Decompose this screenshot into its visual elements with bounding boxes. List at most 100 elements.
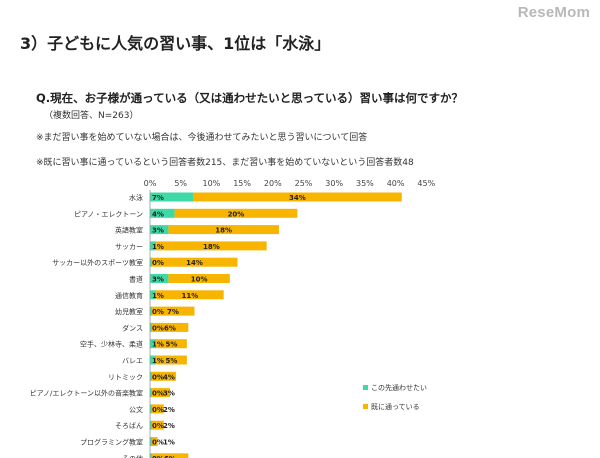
survey-question: Q.現在、お子様が通っている（又は通わせたいと思っている）習い事は何ですか？: [36, 91, 463, 105]
data-label-series2: 1%: [163, 439, 175, 447]
bar-segment-series2: [192, 192, 402, 202]
data-label-series2: 6%: [164, 455, 176, 458]
bar-segment-series2: [174, 208, 298, 218]
bar-segment-series2: [151, 420, 164, 430]
resemom-watermark: ReseMom: [517, 4, 590, 21]
bar-segment-series1: [150, 404, 152, 414]
note-not-started: ※まだ習い事を始めていない場合は、今後通わせてみたいと思う習いについて回答: [36, 133, 368, 143]
bar-segment-series2: [156, 339, 187, 349]
category-label: ピアノ/エレクトーン以外の音楽教室: [30, 389, 143, 398]
bar-segment-series2: [151, 371, 177, 381]
x-tick-label: 25%: [295, 179, 313, 188]
data-label-series1: 3%: [152, 227, 164, 235]
x-tick-label: 15%: [233, 179, 251, 188]
bar-segment-series2: [151, 322, 189, 332]
bar-segment-series1: [150, 371, 152, 381]
category-label: 幼児教室: [115, 307, 143, 316]
data-label-series1: 0%: [152, 406, 164, 414]
data-label-series2: 2%: [163, 406, 175, 414]
bar-segment-series1: [150, 208, 175, 218]
data-label-series1: 1%: [152, 243, 164, 251]
bar-segment-series2: [151, 388, 170, 398]
data-label-series2: 14%: [186, 259, 203, 267]
bar-segment-series1: [150, 241, 157, 251]
data-label-series2: 5%: [166, 341, 178, 349]
bar-segment-series2: [168, 225, 279, 235]
x-tick-label: 40%: [387, 179, 405, 188]
bar-segment-series1: [150, 306, 152, 316]
data-label-series2: 10%: [191, 276, 208, 284]
data-label-series2: 7%: [167, 308, 179, 316]
category-label: バレエ: [122, 357, 143, 365]
bar-segment-series1: [150, 388, 152, 398]
category-label: 書道: [129, 275, 143, 284]
category-label: 通信教育: [115, 291, 143, 300]
page-title: 3）子どもに人気の習い事、1位は「水泳」: [20, 34, 331, 53]
category-label: そろばん: [115, 421, 143, 430]
bar-segment-series2: [151, 437, 158, 446]
bar-segment-series2: [168, 274, 230, 283]
bar-segment-series2: [151, 306, 195, 316]
bar-segment-series1: [150, 322, 152, 332]
data-label-series2: 18%: [203, 243, 220, 251]
data-label-series1: 0%: [152, 390, 164, 398]
data-label-series2: 6%: [164, 324, 176, 332]
data-label-series1: 7%: [152, 194, 164, 202]
category-label: 水泳: [129, 193, 143, 202]
data-label-series1: 0%: [152, 455, 164, 458]
x-tick-label: 0%: [144, 179, 157, 188]
data-label-series1: 3%: [152, 276, 164, 284]
x-tick-label: 10%: [203, 179, 221, 188]
category-label: 英語教室: [115, 226, 143, 235]
legend-label-series2: 既に通っている: [371, 402, 420, 411]
bar-segment-series1: [150, 274, 169, 283]
data-label-series2: 3%: [163, 390, 175, 398]
bar-segment-series1: [150, 453, 152, 458]
legend-swatch-series1: [363, 385, 368, 390]
data-label-series2: 11%: [182, 292, 199, 300]
x-tick-label: 30%: [325, 179, 343, 188]
category-label: その他: [122, 454, 143, 458]
bar-segment-series2: [151, 257, 238, 267]
data-label-series2: 5%: [166, 357, 178, 365]
x-tick-label: 20%: [264, 179, 282, 188]
data-label-series2: 20%: [228, 210, 245, 218]
data-label-series1: 4%: [152, 210, 164, 218]
bar-segment-series2: [156, 241, 267, 251]
data-label-series2: 18%: [215, 227, 232, 235]
bar-segment-series2: [156, 290, 224, 300]
bar-segment-series1: [150, 339, 157, 349]
data-label-series2: 2%: [163, 422, 175, 430]
category-label: 空手、少林寺、柔道: [80, 340, 143, 349]
note-sample-size: （複数回答、N=263）: [44, 111, 139, 121]
x-tick-label: 35%: [356, 179, 374, 188]
category-label: サッカー: [115, 243, 143, 251]
category-label: ダンス: [122, 323, 143, 332]
x-tick-label: 45%: [417, 179, 435, 188]
data-label-series1: 0%: [152, 422, 164, 430]
bar-segment-series1: [150, 437, 152, 446]
x-tick-label: 5%: [174, 179, 187, 188]
note-respondent-counts: ※既に習い事に通っているという回答者数215、まだ習い事を始めていないという回答…: [36, 158, 414, 168]
category-label: 公文: [129, 405, 143, 414]
data-label-series2: 4%: [163, 373, 175, 381]
category-label: プログラミング教室: [80, 438, 143, 447]
legend-label-series1: この先通わせたい: [371, 383, 427, 392]
legend-swatch-series2: [363, 404, 368, 409]
data-label-series1: 0%: [152, 308, 164, 316]
data-label-series2: 34%: [289, 194, 306, 202]
bar-segment-series1: [150, 225, 169, 235]
data-label-series1: 1%: [152, 341, 164, 349]
data-label-series1: 1%: [152, 292, 164, 300]
category-label: サッカー以外のスポーツ教室: [52, 258, 143, 267]
bar-segment-series1: [150, 355, 157, 365]
bar-segment-series2: [151, 404, 164, 414]
data-label-series1: 0%: [152, 373, 164, 381]
category-label: リトミック: [108, 373, 143, 381]
bar-segment-series1: [150, 257, 152, 267]
data-label-series1: 1%: [152, 357, 164, 365]
category-label: ピアノ・エレクトーン: [74, 210, 143, 218]
bar-segment-series1: [150, 290, 157, 300]
data-label-series1: 0%: [152, 439, 164, 447]
